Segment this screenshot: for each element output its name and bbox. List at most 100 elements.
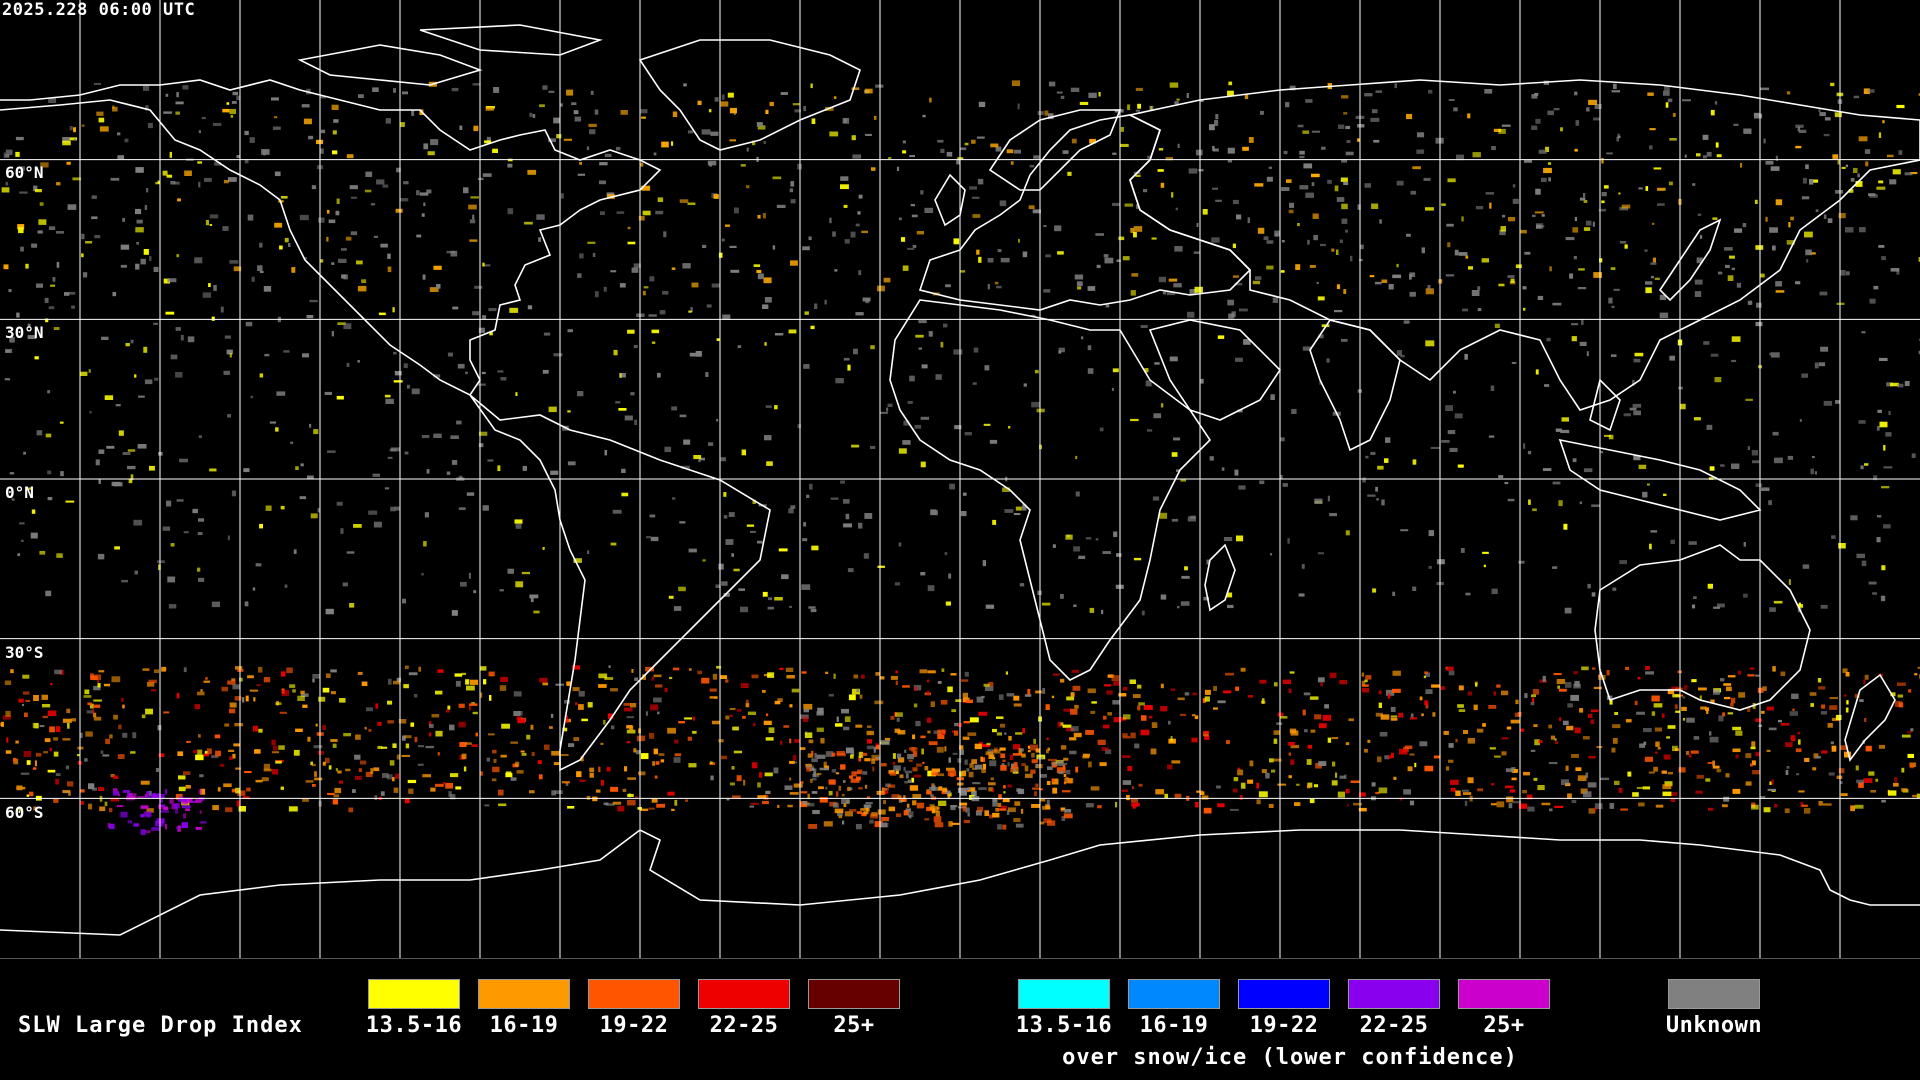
drop-index-pixel (935, 510, 938, 516)
drop-index-pixel (99, 806, 106, 812)
drop-index-pixel (1015, 823, 1024, 828)
drop-index-pixel (844, 716, 851, 722)
graticule (0, 0, 1920, 958)
drop-index-pixel (1901, 767, 1905, 773)
drop-index-pixel (1450, 779, 1459, 785)
drop-index-pixel (1649, 128, 1656, 131)
drop-index-pixel (117, 132, 121, 136)
drop-index-pixel (681, 465, 690, 469)
drop-index-pixel (0, 722, 4, 727)
color-legend: SLW Large Drop Index 13.5-16 16-19 19-22… (0, 958, 1920, 1080)
drop-index-pixel (1193, 251, 1200, 254)
drop-index-pixel (1192, 714, 1196, 717)
drop-index-pixel (1896, 104, 1905, 109)
drop-index-pixel (829, 131, 839, 137)
drop-index-pixel (205, 677, 208, 680)
drop-index-pixel (388, 678, 392, 685)
drop-index-pixel (1087, 688, 1096, 694)
drop-index-pixel (1169, 82, 1179, 88)
drop-index-pixel (1873, 475, 1878, 481)
drop-index-pixel (113, 714, 118, 720)
drop-index-pixel (1716, 154, 1722, 158)
drop-index-pixel (66, 161, 71, 165)
drop-index-pixel (1839, 270, 1846, 276)
drop-index-pixel (758, 772, 763, 778)
drop-index-pixel (542, 85, 548, 90)
drop-index-pixel (1070, 708, 1078, 715)
drop-index-pixel (858, 194, 863, 199)
drop-index-pixel (913, 703, 918, 708)
drop-index-pixel (1133, 557, 1142, 561)
drop-index-pixel (1693, 736, 1700, 740)
drop-index-pixel (473, 590, 477, 594)
drop-index-pixel (577, 391, 584, 397)
drop-index-pixel (1371, 782, 1376, 787)
drop-index-pixel (578, 704, 584, 710)
drop-index-pixel (992, 749, 1001, 754)
drop-index-pixel (1174, 793, 1182, 798)
drop-index-pixel (1102, 551, 1111, 554)
drop-index-pixel (83, 695, 92, 698)
drop-index-pixel (745, 699, 749, 704)
drop-index-pixel (56, 261, 60, 268)
drop-index-pixel (422, 774, 431, 778)
drop-index-pixel (1629, 407, 1637, 411)
drop-index-pixel (200, 788, 206, 795)
drop-index-pixel (1565, 682, 1572, 688)
drop-index-pixel (101, 336, 109, 340)
drop-index-pixel (651, 329, 660, 334)
drop-index-pixel (527, 305, 533, 310)
drop-index-pixel (843, 523, 852, 528)
drop-index-pixel (1212, 187, 1218, 190)
drop-index-pixel (1192, 692, 1197, 696)
drop-index-pixel (663, 231, 667, 238)
drop-index-pixel (1390, 715, 1398, 718)
drop-index-pixel (988, 814, 993, 819)
drop-index-pixel (642, 674, 646, 680)
drop-index-pixel (1609, 699, 1613, 705)
drop-index-pixel (1375, 712, 1383, 717)
drop-index-pixel (387, 456, 393, 459)
drop-index-pixel (217, 787, 221, 792)
drop-index-pixel (960, 147, 967, 151)
drop-index-pixel (1693, 596, 1697, 599)
drop-index-pixel (1240, 667, 1246, 672)
drop-index-pixel (1508, 803, 1513, 809)
drop-index-pixel (813, 771, 817, 777)
drop-index-pixel (1463, 730, 1468, 734)
drop-index-pixel (879, 792, 886, 795)
drop-index-pixel (55, 773, 61, 776)
drop-index-pixel (538, 774, 543, 780)
drop-index-pixel (1095, 538, 1099, 541)
drop-index-pixel (691, 282, 699, 288)
drop-index-pixel (331, 330, 334, 337)
drop-index-pixel (1580, 788, 1588, 794)
drop-index-pixel (325, 608, 334, 615)
drop-index-pixel (807, 753, 814, 758)
drop-index-pixel (959, 802, 968, 806)
drop-index-pixel (1022, 251, 1028, 258)
drop-index-pixel (729, 708, 736, 711)
drop-index-pixel (780, 92, 788, 95)
drop-index-pixel (365, 171, 373, 177)
drop-index-pixel (1586, 351, 1589, 357)
drop-index-pixel (1614, 712, 1619, 715)
drop-index-pixel (972, 782, 981, 785)
drop-index-pixel (1506, 726, 1512, 730)
drop-index-pixel (112, 791, 120, 796)
drop-index-pixel (604, 450, 607, 456)
drop-index-pixel (824, 299, 827, 305)
drop-index-pixel (400, 198, 409, 202)
drop-index-pixel (102, 754, 110, 757)
drop-index-pixel (1327, 737, 1332, 743)
drop-index-pixel (261, 777, 269, 782)
drop-index-pixel (1398, 712, 1404, 718)
drop-index-pixel (1195, 149, 1203, 156)
drop-index-pixel (337, 322, 346, 325)
drop-index-pixel (1447, 430, 1456, 435)
drop-index-pixel (1458, 252, 1468, 256)
lat-label-60s: 60°S (5, 803, 44, 822)
drop-index-pixel (1661, 713, 1665, 718)
drop-index-pixel (422, 274, 426, 280)
drop-index-pixel (1060, 95, 1065, 99)
